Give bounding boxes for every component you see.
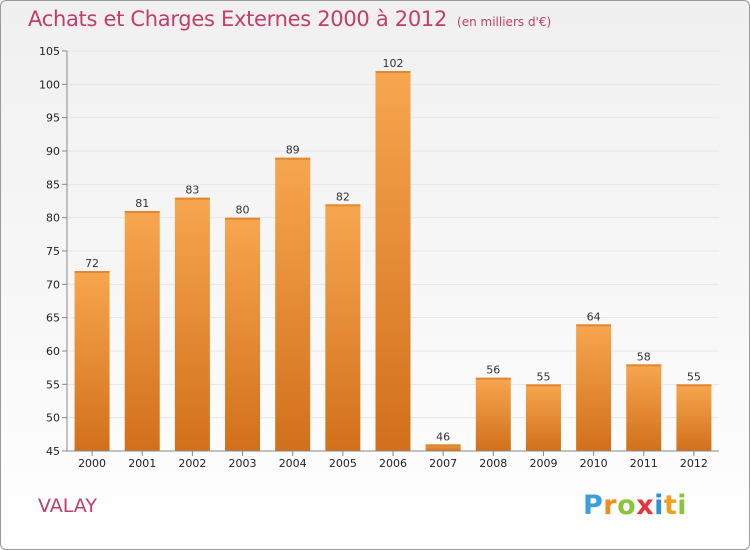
unit-label: (en milliers d'€) bbox=[457, 15, 552, 29]
bar bbox=[475, 377, 511, 451]
bar-value-label: 72 bbox=[85, 257, 99, 270]
commune-name: VALAY bbox=[38, 495, 97, 517]
x-tick-label: 2000 bbox=[78, 457, 106, 470]
x-tick-label: 2009 bbox=[529, 457, 557, 470]
logo-letter: r bbox=[603, 490, 618, 521]
bar-top-edge bbox=[275, 157, 311, 160]
bar-value-label: 80 bbox=[236, 204, 250, 217]
bar-top-edge bbox=[174, 197, 210, 200]
bar-value-label: 58 bbox=[637, 350, 651, 363]
bar bbox=[124, 211, 160, 451]
y-tick-label: 50 bbox=[46, 412, 60, 425]
logo-letter: P bbox=[583, 490, 604, 521]
bar-top-edge bbox=[475, 377, 511, 380]
bar bbox=[676, 384, 712, 451]
y-tick-label: 100 bbox=[39, 78, 60, 91]
x-tick-label: 2008 bbox=[479, 457, 507, 470]
y-tick-label: 75 bbox=[46, 245, 60, 258]
bar-top-edge bbox=[375, 71, 411, 73]
y-tick-label: 60 bbox=[46, 345, 60, 358]
x-tick-label: 2012 bbox=[680, 457, 708, 470]
x-tick-label: 2007 bbox=[429, 457, 457, 470]
x-tick-label: 2003 bbox=[229, 457, 257, 470]
y-tick-label: 85 bbox=[46, 178, 60, 191]
title-text: Achats et Charges Externes 2000 à 2012 bbox=[28, 7, 448, 31]
y-tick-label: 45 bbox=[46, 445, 60, 458]
bar-value-label: 81 bbox=[135, 197, 149, 210]
bar bbox=[576, 324, 612, 451]
bar bbox=[525, 384, 561, 451]
x-tick-label: 2001 bbox=[128, 457, 156, 470]
logo-letter: o bbox=[617, 490, 637, 521]
bar-value-label: 82 bbox=[336, 190, 350, 203]
x-tick-label: 2011 bbox=[630, 457, 658, 470]
y-tick-label: 90 bbox=[46, 145, 60, 158]
bar-value-label: 46 bbox=[436, 430, 450, 443]
bar bbox=[275, 157, 311, 451]
bar-top-edge bbox=[626, 364, 662, 367]
bar-value-label: 89 bbox=[286, 144, 300, 157]
bar-value-label: 55 bbox=[687, 370, 701, 383]
bar-top-edge bbox=[124, 211, 160, 213]
bar bbox=[225, 217, 261, 451]
y-tick-label: 95 bbox=[46, 112, 60, 125]
proxiti-logo[interactable]: Proxiti bbox=[583, 490, 687, 521]
logo-letter: i bbox=[677, 490, 688, 521]
x-tick-label: 2006 bbox=[379, 457, 407, 470]
y-tick-label: 65 bbox=[46, 312, 60, 325]
logo-letter: x bbox=[636, 490, 655, 521]
bar-top-edge bbox=[225, 217, 261, 220]
chart-title: Achats et Charges Externes 2000 à 2012 (e… bbox=[28, 7, 551, 31]
bar bbox=[174, 197, 210, 451]
bar bbox=[325, 204, 361, 451]
bar-top-edge bbox=[576, 324, 612, 327]
bar-value-label: 56 bbox=[486, 364, 500, 377]
bar-top-edge bbox=[676, 384, 712, 387]
y-tick-label: 70 bbox=[46, 278, 60, 291]
x-tick-label: 2002 bbox=[178, 457, 206, 470]
bar bbox=[74, 271, 110, 451]
logo-letter: t bbox=[663, 490, 678, 521]
bar-value-label: 64 bbox=[587, 310, 601, 323]
bars: 72 81 83 80 89 82 102 46 56 55 64 58 55 bbox=[74, 57, 712, 451]
bar-top-edge bbox=[425, 444, 461, 447]
bar-value-label: 83 bbox=[185, 184, 199, 197]
y-tick-label: 80 bbox=[46, 212, 60, 225]
bar bbox=[626, 364, 662, 451]
x-tick-label: 2010 bbox=[580, 457, 608, 470]
bar bbox=[375, 71, 411, 451]
logo-letter: i bbox=[654, 490, 664, 521]
y-tick-label: 105 bbox=[39, 45, 60, 58]
x-tick-label: 2005 bbox=[329, 457, 357, 470]
bar-value-label: 55 bbox=[536, 370, 550, 383]
bar-top-edge bbox=[525, 384, 561, 387]
bar-top-edge bbox=[74, 271, 110, 273]
bar-top-edge bbox=[325, 204, 361, 207]
axes: 45 50 55 60 65 70 75 80 85 90 95 100 105 2000 2001 2002… bbox=[39, 45, 719, 470]
bar-value-label: 102 bbox=[383, 57, 404, 70]
y-tick-label: 55 bbox=[46, 378, 60, 391]
bar bbox=[425, 444, 461, 451]
x-tick-label: 2004 bbox=[279, 457, 307, 470]
